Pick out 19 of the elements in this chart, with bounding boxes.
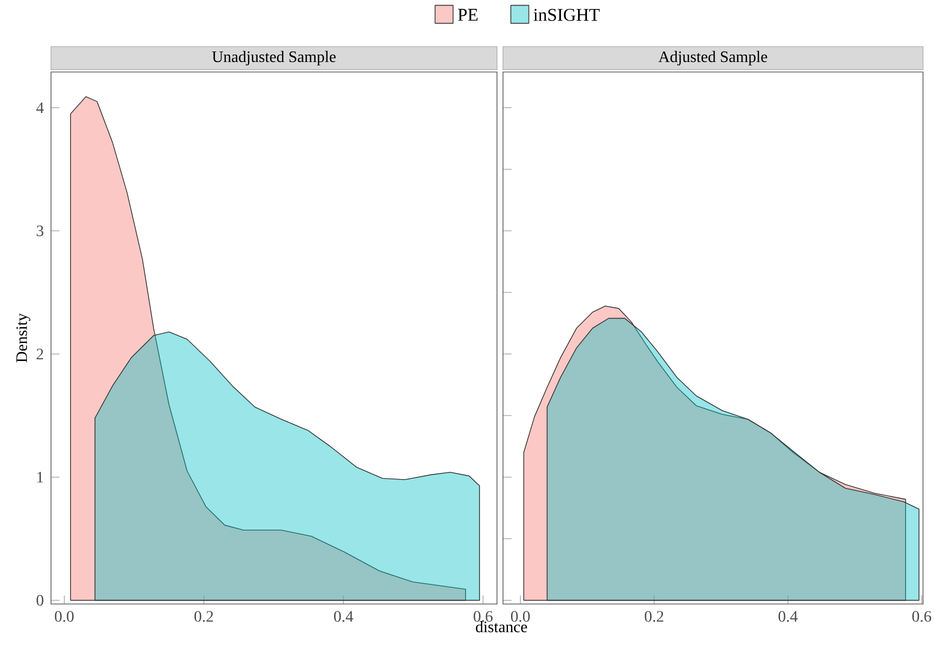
legend-label: PE bbox=[458, 8, 478, 21]
chart-title: Unadjusted Sample bbox=[212, 50, 336, 66]
y-tick-label: 1 bbox=[37, 472, 43, 482]
x-tick-label: 0.4 bbox=[334, 611, 354, 622]
y-tick-label: 0 bbox=[36, 594, 44, 606]
x-tick-label: 0.2 bbox=[194, 611, 213, 622]
x-tick-label: 0.4 bbox=[778, 611, 798, 622]
x-tick-label: 0.0 bbox=[54, 611, 74, 622]
y-axis-title: Density bbox=[16, 313, 30, 362]
y-tick-label: 2 bbox=[36, 348, 44, 360]
y-tick-label: 4 bbox=[36, 102, 44, 113]
x-tick-label: 0.0 bbox=[511, 611, 530, 622]
x-tick-label: 0.6 bbox=[474, 611, 493, 622]
chart-title: Adjusted Sample bbox=[658, 50, 768, 66]
x-tick-label: 0.2 bbox=[644, 611, 664, 622]
x-tick-label: 0.6 bbox=[912, 611, 932, 622]
x-axis-title: distance bbox=[476, 621, 528, 632]
y-tick-label: 3 bbox=[36, 225, 44, 236]
legend-label: inSIGHT bbox=[534, 8, 600, 21]
